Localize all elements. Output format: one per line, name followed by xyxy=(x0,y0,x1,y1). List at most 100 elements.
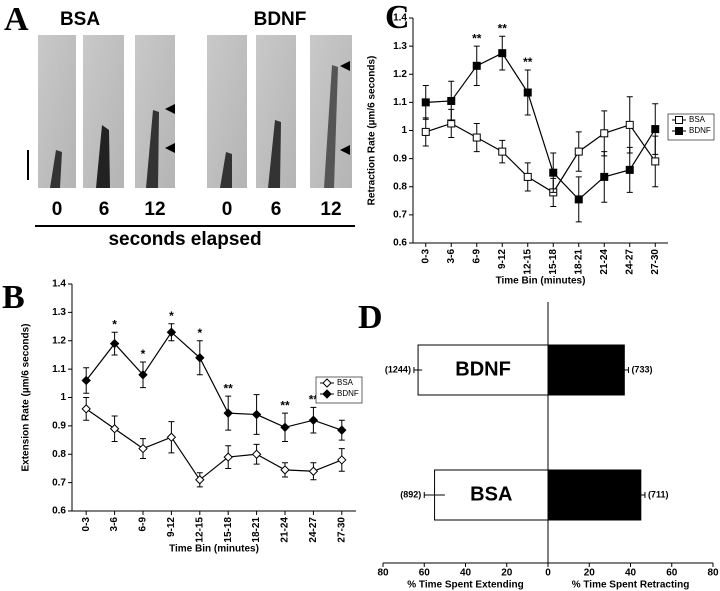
marker xyxy=(223,452,233,462)
error-bar xyxy=(423,492,445,498)
series-line xyxy=(85,331,342,431)
y-tick-label: 1.1 xyxy=(393,97,407,108)
marker xyxy=(337,425,347,435)
panel-label: A xyxy=(4,1,29,38)
x-tick-label: 20 xyxy=(584,568,596,579)
x-tick-label: 40 xyxy=(625,568,637,579)
error-bar xyxy=(620,367,629,373)
legend-label: BDNF xyxy=(689,126,711,135)
x-tick-label: 18-21 xyxy=(251,517,262,543)
panel-label: D xyxy=(358,299,383,336)
significance: ** xyxy=(498,21,508,35)
y-tick-label: 1.1 xyxy=(52,364,66,375)
marker xyxy=(498,147,507,156)
x-tick-label: 9-12 xyxy=(497,249,508,269)
y-tick-label: 1.4 xyxy=(52,279,66,290)
bar xyxy=(547,344,625,396)
x-tick-label: 9-12 xyxy=(166,517,177,537)
marker xyxy=(523,88,532,97)
time-label: 6 xyxy=(99,199,110,220)
x-axis-label: Time Bin (minutes) xyxy=(169,544,259,555)
marker xyxy=(322,389,332,399)
marker xyxy=(166,432,177,442)
marker xyxy=(447,96,456,105)
legend-label: BSA xyxy=(689,115,706,124)
marker xyxy=(81,375,91,386)
x-tick-label: 0-3 xyxy=(420,249,431,264)
significance: ** xyxy=(472,31,482,45)
significance: * xyxy=(169,309,174,323)
count-label: (733) xyxy=(631,364,652,374)
y-tick-label: 1.3 xyxy=(52,307,66,318)
group-label: BSA xyxy=(60,9,100,30)
x-tick-label: 21-24 xyxy=(280,517,291,543)
marker xyxy=(195,475,205,485)
marker xyxy=(498,49,507,58)
series-line xyxy=(425,122,656,194)
x-tick-label: 24-27 xyxy=(308,517,319,543)
marker xyxy=(308,466,319,476)
y-tick-label: 0.9 xyxy=(52,421,66,432)
marker xyxy=(223,408,233,418)
x-tick-label: 20 xyxy=(501,568,513,579)
marker xyxy=(337,455,347,465)
y-tick-label: 1.2 xyxy=(52,335,66,346)
marker xyxy=(625,120,634,129)
panel-label: C xyxy=(385,0,410,36)
marker xyxy=(472,133,481,142)
marker xyxy=(574,147,583,156)
significance: * xyxy=(197,326,202,340)
y-tick-label: 0.7 xyxy=(393,210,407,221)
marker xyxy=(549,168,558,177)
y-tick-label: 1.4 xyxy=(393,13,407,24)
marker xyxy=(280,465,290,475)
marker xyxy=(109,424,120,434)
marker xyxy=(421,98,430,107)
marker xyxy=(523,172,532,181)
category-label: BSA xyxy=(470,483,512,505)
x-tick-label: 60 xyxy=(666,568,678,579)
marker xyxy=(138,370,148,380)
marker xyxy=(109,338,120,349)
x-tick-label: 24-27 xyxy=(624,249,635,275)
significance: * xyxy=(112,317,117,331)
y-tick-label: 1 xyxy=(401,125,407,136)
marker xyxy=(574,195,583,204)
time-label: 0 xyxy=(52,199,63,220)
x-tick-label: 15-18 xyxy=(548,249,559,275)
marker xyxy=(421,127,430,136)
y-axis-label: Extension Rate (µm/6 seconds) xyxy=(21,323,32,471)
significance: * xyxy=(141,347,146,361)
y-axis-label: Retraction Rate (µm/6 seconds) xyxy=(367,56,378,206)
bar xyxy=(434,469,549,521)
marker xyxy=(251,449,262,459)
marker xyxy=(138,443,148,454)
count-label: (1244) xyxy=(385,364,411,374)
marker xyxy=(280,422,290,433)
x-tick-label: 0 xyxy=(545,568,551,579)
x-tick-label: 6-9 xyxy=(471,249,482,264)
marker xyxy=(308,415,319,425)
marker xyxy=(81,404,91,414)
x-axis-label: Time Bin (minutes) xyxy=(496,276,586,287)
x-axis-label: % Time Spent Retracting xyxy=(572,580,690,591)
marker xyxy=(472,61,481,70)
error-bar xyxy=(413,367,423,373)
series-line xyxy=(425,52,656,201)
y-tick-label: 0.6 xyxy=(393,238,407,249)
y-tick-label: 1.3 xyxy=(393,41,407,52)
marker xyxy=(675,116,683,124)
y-tick-label: 0.8 xyxy=(393,181,407,192)
time-label: 12 xyxy=(144,199,165,220)
legend-label: BDNF xyxy=(337,389,359,398)
x-tick-label: 40 xyxy=(460,568,472,579)
time-label: 12 xyxy=(320,199,341,220)
count-label: (711) xyxy=(648,489,669,499)
x-tick-label: 6-9 xyxy=(138,517,149,532)
x-tick-label: 21-24 xyxy=(599,249,610,275)
x-tick-label: 12-15 xyxy=(194,517,205,543)
significance: ** xyxy=(280,398,290,412)
marker xyxy=(625,165,634,174)
marker xyxy=(651,125,660,134)
count-label: (892) xyxy=(400,489,421,499)
